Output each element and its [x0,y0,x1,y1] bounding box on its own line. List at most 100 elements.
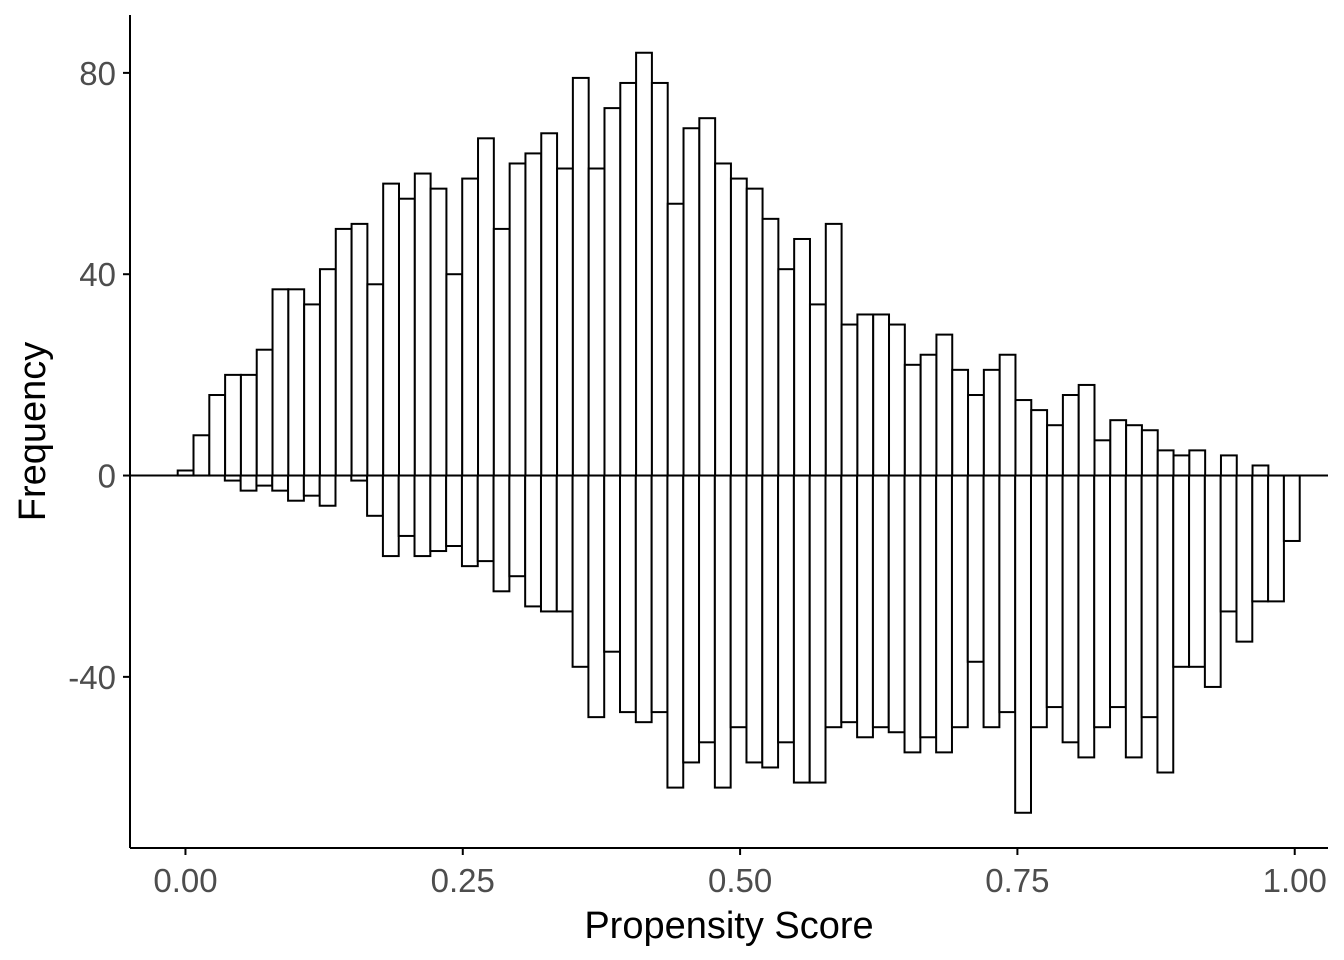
bar-upper-52 [998,353,1017,477]
ticks-layer: 0.00 0.25 0.50 0.75 1.00 -40 0 40 80 [68,55,1327,899]
bar-upper-61 [1140,429,1159,477]
bar-upper-58 [1093,439,1112,477]
bar-lower-11 [366,474,384,517]
bar-upper-51 [982,368,1001,477]
bar-lower-41 [840,474,859,724]
bar-upper-45 [888,323,906,477]
bar-lower-23 [555,474,574,613]
bar-upper-31 [666,202,685,477]
bar-upper-27 [603,107,622,477]
bar-lower-68 [1267,474,1285,603]
bar-lower-6 [287,474,305,502]
bar-lower-66 [1235,474,1254,643]
bar-upper-26 [587,167,606,477]
x-tick-label: 0.25 [431,862,495,899]
bar-lower-27 [619,474,637,714]
bar-upper-57 [1077,383,1096,477]
bar-upper-63 [1172,454,1191,477]
x-tick-label: 1.00 [1263,862,1327,899]
bar-lower-3 [239,474,258,492]
bar-lower-34 [729,474,748,729]
bar-lower-33 [713,474,732,789]
bar-lower-53 [1029,474,1048,729]
bar-lower-26 [603,474,622,653]
y-tick-label: 40 [79,256,116,293]
bar-lower-45 [903,474,922,754]
bar-upper-8 [303,303,321,477]
bar-lower-29 [650,474,669,714]
bar-lower-69 [1282,474,1301,542]
bar-lower-43 [871,474,890,729]
bar-lower-46 [919,474,938,739]
bar-upper-15 [413,172,432,477]
bar-upper-39 [793,237,811,477]
bar-upper-24 [556,167,574,477]
y-tick-label: -40 [68,659,116,696]
bar-lower-4 [255,474,274,487]
bar-upper-28 [619,81,638,477]
bar-lower-59 [1124,474,1143,759]
bar-lower-49 [966,474,985,663]
bar-lower-62 [1172,474,1191,668]
bar-lower-16 [445,474,463,548]
bar-lower-54 [1045,474,1064,709]
bar-upper-36 [745,187,764,477]
bar-upper-30 [650,81,669,477]
bar-upper-29 [635,51,653,477]
bar-lower-65 [1219,474,1238,613]
bars-layer [176,51,1301,814]
bar-lower-14 [413,474,432,558]
y-tick-label: 0 [98,458,116,495]
bar-lower-35 [745,474,764,764]
bar-lower-48 [950,474,969,729]
bar-upper-55 [1046,424,1064,477]
bar-lower-40 [824,474,843,729]
bar-upper-37 [761,217,780,477]
bar-lower-24 [571,474,590,668]
bar-upper-64 [1188,449,1207,477]
bar-upper-48 [935,333,954,477]
bar-upper-10 [334,227,353,477]
bar-lower-22 [539,474,558,613]
bar-upper-5 [255,348,274,477]
bar-lower-25 [587,474,606,719]
bar-lower-51 [998,474,1017,714]
bar-upper-56 [1061,394,1080,477]
bar-lower-50 [982,474,1001,729]
bar-upper-1 [192,434,211,477]
bar-upper-35 [729,177,748,477]
bar-upper-23 [540,132,559,477]
bar-upper-60 [1125,424,1143,477]
bar-upper-46 [903,363,922,477]
bar-lower-18 [476,474,495,563]
bar-upper-7 [287,288,306,477]
bar-upper-12 [366,283,385,477]
bar-lower-31 [682,474,701,764]
bar-upper-17 [445,273,464,477]
bar-lower-13 [397,474,416,537]
bar-upper-6 [271,288,290,477]
bar-lower-44 [887,474,906,734]
bar-lower-12 [381,474,400,558]
bar-lower-64 [1203,474,1222,688]
bar-upper-54 [1030,409,1049,477]
x-tick-label: 0.50 [708,862,772,899]
bar-upper-38 [777,268,796,477]
bar-upper-47 [919,353,938,477]
bar-lower-19 [492,474,511,593]
bar-lower-60 [1140,474,1159,719]
bar-upper-19 [477,137,495,477]
bar-upper-2 [208,394,227,477]
bar-upper-68 [1251,464,1270,477]
bar-lower-61 [1156,474,1175,774]
bar-upper-25 [571,76,590,477]
x-tick-label: 0.00 [153,862,217,899]
bar-lower-28 [634,474,653,724]
bar-lower-17 [460,474,479,568]
y-axis-title: Frequency [12,342,54,522]
bar-lower-55 [1061,474,1080,744]
y-tick-label: 80 [79,55,116,92]
bar-upper-9 [318,268,337,477]
bar-upper-3 [224,373,242,477]
